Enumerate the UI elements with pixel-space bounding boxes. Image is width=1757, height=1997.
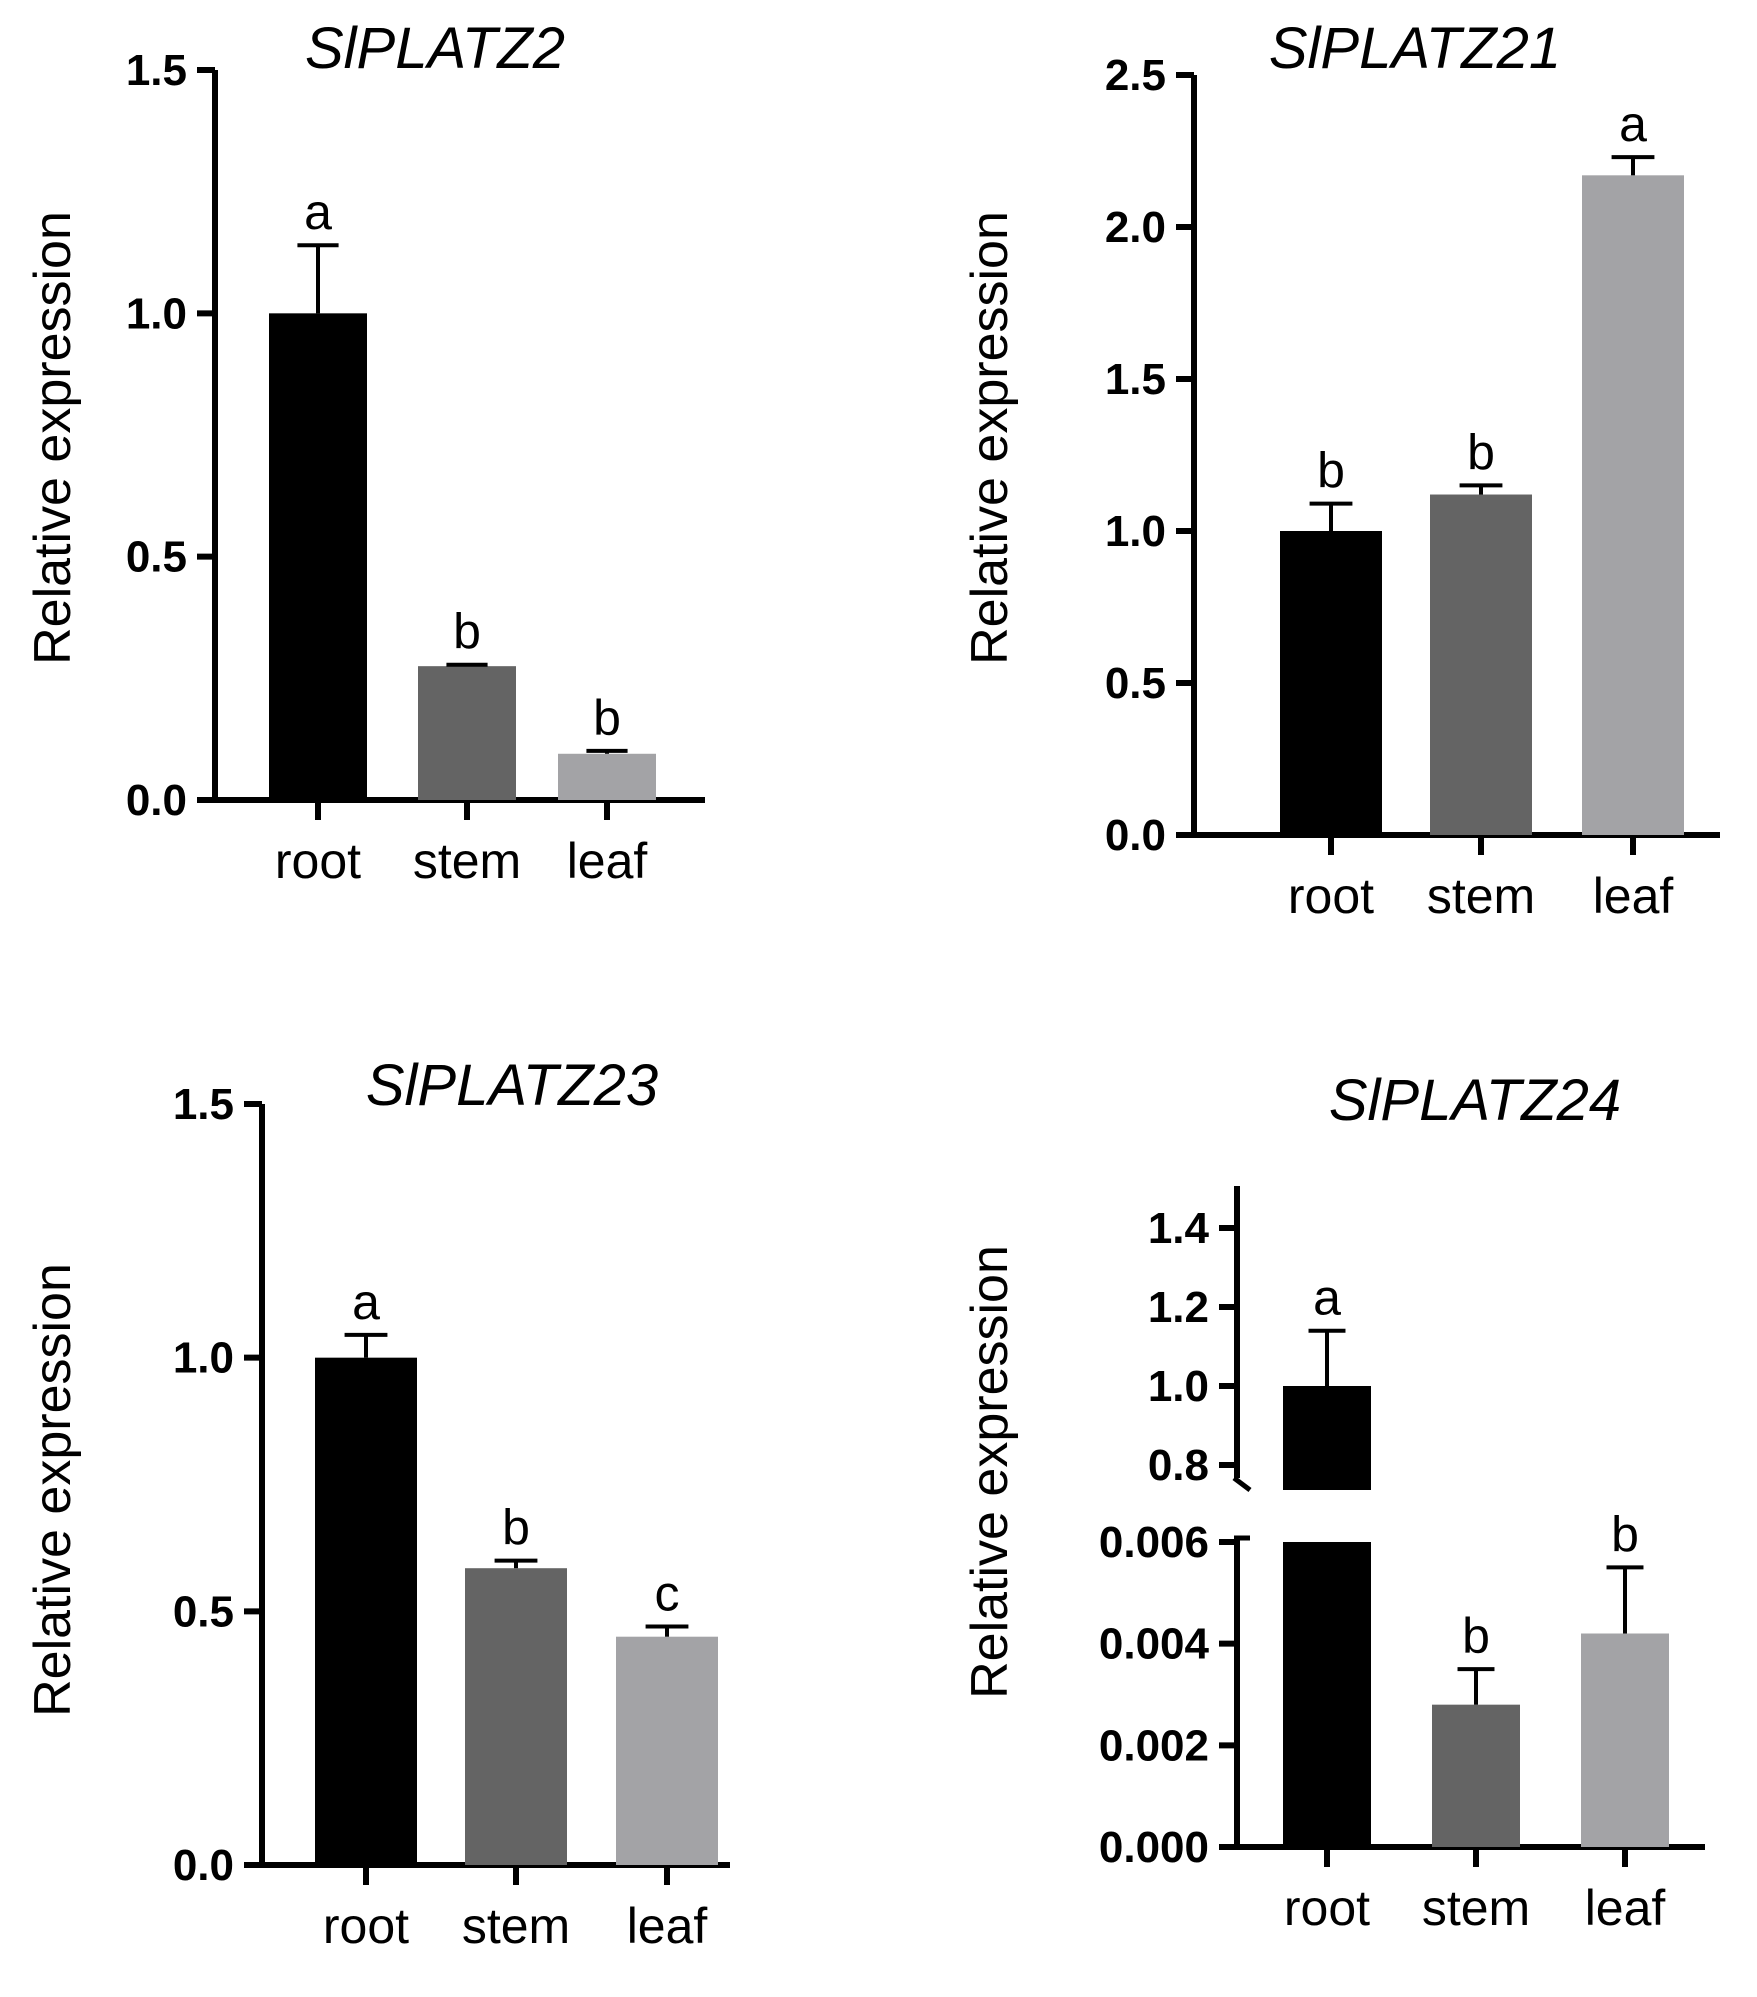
axis-break-mark-upper [1232,1476,1252,1492]
bar-leaf [616,1636,718,1865]
bar-leaf [558,753,656,800]
x-tick-label: stem [413,833,521,889]
significance-label: b [1467,424,1495,480]
significance-label: c [655,1566,680,1622]
y-tick-label: 2.0 [1105,203,1166,252]
y-tick-label: 0.004 [1099,1620,1210,1669]
y-tick-label: 0.0 [126,776,187,825]
y-tick-label: 0.000 [1099,1823,1209,1872]
bar-stem [1432,1704,1520,1847]
y-tick-label: 1.5 [126,46,187,95]
panel-slplatz23: SlPLATZ23 Relative expression 0.0 0.5 1.0 1… [24,1053,730,1954]
bar-root [1280,531,1382,835]
significance-label: b [1611,1506,1639,1562]
y-tick-label: 1.5 [1105,355,1166,404]
y-tick-label: 1.0 [1148,1362,1209,1411]
bar-stem [1430,494,1532,835]
y-tick-label: 0.8 [1148,1441,1209,1490]
y-tick-label: 0.002 [1099,1721,1209,1770]
y-tick-label: 1.0 [173,1334,234,1383]
x-tick-label: leaf [567,833,648,889]
y-tick-label: 2.5 [1105,51,1166,100]
panel-slplatz24: SlPLATZ24 Relative expression 0.000 0.002… [961,1068,1705,1936]
bar-root-upper [1283,1386,1371,1490]
y-axis-label: Relative expression [961,211,1019,665]
panel-slplatz21: SlPLATZ21 Relative expression 0.0 0.5 1.0 1… [961,16,1720,924]
bar-root-lower [1283,1542,1371,1847]
y-tick-label: 1.2 [1148,1283,1209,1332]
x-tick-label: leaf [1585,1880,1666,1936]
bar-root [315,1357,417,1865]
chart-title: SlPLATZ21 [1269,16,1561,81]
y-axis-label: Relative expression [961,1245,1019,1699]
y-tick-label: 1.0 [126,289,187,338]
y-axis-label: Relative expression [24,1263,82,1717]
significance-label: a [1313,1270,1341,1326]
significance-label: a [1619,96,1647,152]
x-tick-label: root [1284,1880,1370,1936]
x-tick-label: root [275,833,361,889]
chart-title: SlPLATZ2 [305,16,565,81]
x-tick-label: stem [1427,868,1535,924]
panel-slplatz2: SlPLATZ2 Relative expression 0.0 0.5 1.0 1.… [24,16,705,889]
chart-title: SlPLATZ24 [1329,1068,1621,1133]
y-tick-label: 0.5 [173,1587,234,1636]
y-tick-label: 0.0 [173,1841,234,1890]
y-tick-label: 1.4 [1148,1204,1210,1253]
y-axis-label: Relative expression [24,211,82,665]
significance-label: b [593,690,621,746]
significance-label: b [1317,443,1345,499]
bar-root [269,313,367,800]
significance-label: b [1462,1608,1490,1664]
significance-label: b [502,1500,530,1556]
x-tick-label: leaf [1593,868,1674,924]
x-tick-label: stem [1422,1880,1530,1936]
y-tick-label: 0.0 [1105,811,1166,860]
bar-leaf [1582,175,1684,835]
x-tick-label: root [1288,868,1374,924]
y-tick-label: 0.5 [126,533,187,582]
bar-stem [465,1568,567,1865]
significance-label: a [304,184,332,240]
bar-stem [418,666,516,800]
y-tick-label: 0.5 [1105,659,1166,708]
significance-label: b [453,604,481,660]
chart-title: SlPLATZ23 [366,1053,658,1118]
y-tick-label: 1.5 [173,1080,234,1129]
x-tick-label: stem [462,1898,570,1954]
y-tick-label: 0.006 [1099,1518,1209,1567]
bar-leaf [1581,1633,1669,1847]
significance-label: a [352,1274,380,1330]
x-tick-label: leaf [627,1898,708,1954]
x-tick-label: root [323,1898,409,1954]
y-tick-label: 1.0 [1105,507,1166,556]
